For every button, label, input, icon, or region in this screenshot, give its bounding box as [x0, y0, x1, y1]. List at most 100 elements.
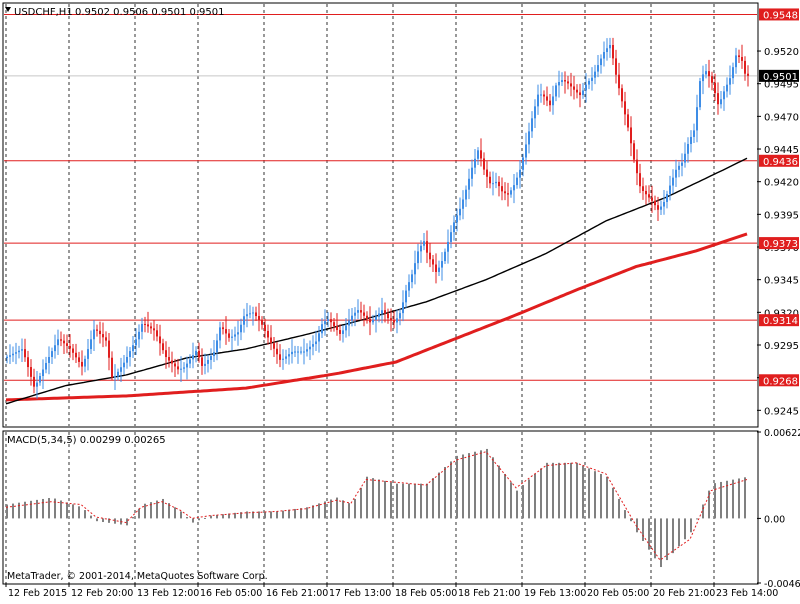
- candle-body: [372, 320, 374, 323]
- candle-body: [393, 320, 395, 323]
- candle-body: [354, 312, 356, 316]
- macd-bar: [234, 512, 236, 519]
- candle-body: [666, 194, 668, 202]
- macd-bar: [342, 500, 344, 519]
- candle-body: [39, 376, 41, 383]
- candle-body: [342, 330, 344, 334]
- candle-body: [747, 73, 749, 76]
- level-price-tag[interactable]: [759, 237, 799, 250]
- time-tick-label: 23 Feb 14:00: [716, 588, 778, 599]
- macd-bar: [174, 507, 176, 519]
- macd-bar: [558, 462, 560, 519]
- level-price-tag[interactable]: [759, 374, 799, 387]
- candle-body: [645, 190, 647, 195]
- candle-body: [147, 324, 149, 327]
- candle-body: [672, 177, 674, 186]
- candle-body: [81, 361, 83, 367]
- level-price-label: 0.9373: [763, 239, 798, 250]
- time-tick-label: 12 Feb 20:00: [71, 588, 133, 599]
- candle-body: [678, 165, 680, 170]
- candle-body: [99, 330, 101, 335]
- macd-bar: [546, 462, 548, 519]
- candle-body: [54, 345, 56, 352]
- candle-body: [558, 82, 560, 86]
- level-price-tag[interactable]: [759, 154, 799, 167]
- macd-bar: [60, 500, 62, 519]
- candle-body: [333, 322, 335, 327]
- candle-body: [564, 80, 566, 82]
- candlesticks: [6, 37, 749, 399]
- candle-body: [183, 367, 185, 369]
- macd-bar: [432, 478, 434, 519]
- candle-body: [285, 356, 287, 359]
- level-price-label: 0.9314: [763, 316, 798, 327]
- candle-body: [243, 316, 245, 325]
- level-price-tag[interactable]: [759, 314, 799, 327]
- macd-bar: [12, 503, 14, 519]
- candle-body: [336, 326, 338, 331]
- macd-bar: [690, 518, 692, 533]
- price-tick-label: 0.9345: [764, 276, 799, 287]
- candle-body: [258, 316, 260, 321]
- candle-body: [474, 158, 476, 168]
- candle-body: [141, 323, 143, 332]
- level-price-tag[interactable]: [759, 8, 799, 21]
- candle-body: [612, 44, 614, 59]
- macd-bar: [600, 473, 602, 519]
- price-tick-label: 0.9470: [764, 112, 799, 123]
- candle-body: [264, 324, 266, 331]
- candle-body: [159, 336, 161, 344]
- time-tick-label: 19 Feb 13:00: [524, 588, 586, 599]
- current-price-tag: [759, 69, 799, 82]
- candle-body: [186, 363, 188, 368]
- candle-body: [312, 344, 314, 347]
- candle-body: [414, 263, 416, 275]
- macd-bar: [294, 508, 296, 519]
- macd-bar: [330, 499, 332, 519]
- candle-body: [606, 48, 608, 53]
- candle-body: [657, 205, 659, 210]
- horizontal-levels[interactable]: [4, 13, 757, 381]
- candle-body: [540, 94, 542, 96]
- candle-body: [288, 354, 290, 357]
- candle-body: [636, 159, 638, 174]
- candle-body: [531, 118, 533, 132]
- candle-body: [267, 330, 269, 338]
- candle-body: [690, 136, 692, 144]
- candle-body: [150, 326, 152, 329]
- macd-bar: [108, 518, 110, 523]
- candle-body: [492, 183, 494, 185]
- candle-body: [24, 349, 26, 358]
- macd-bar: [276, 511, 278, 519]
- candle-body: [171, 360, 173, 364]
- macd-bar: [480, 450, 482, 519]
- candle-body: [633, 143, 635, 160]
- candle-body: [513, 185, 515, 191]
- candle-body: [36, 382, 38, 387]
- macd-bar: [684, 518, 686, 540]
- candle-body: [501, 186, 503, 192]
- candle-body: [462, 199, 464, 209]
- macd-bar: [612, 487, 614, 519]
- macd-bar: [360, 487, 362, 519]
- candle-body: [261, 320, 263, 325]
- price-tick-label: 0.9495: [764, 80, 799, 91]
- macd-bar: [300, 508, 302, 519]
- candle-body: [699, 81, 701, 108]
- macd-bar: [354, 498, 356, 519]
- candle-body: [450, 232, 452, 242]
- macd-bar: [198, 518, 200, 521]
- candle-body: [108, 340, 110, 358]
- price-tick-label: 0.9295: [764, 341, 799, 352]
- candle-body: [429, 252, 431, 260]
- candle-body: [87, 349, 89, 359]
- macd-bar: [564, 462, 566, 519]
- candle-body: [423, 241, 425, 246]
- macd-panel-border: [2, 430, 759, 585]
- candle-body: [711, 76, 713, 83]
- candle-body: [489, 176, 491, 184]
- collapse-triangle-icon[interactable]: [5, 7, 11, 12]
- macd-bar: [30, 500, 32, 519]
